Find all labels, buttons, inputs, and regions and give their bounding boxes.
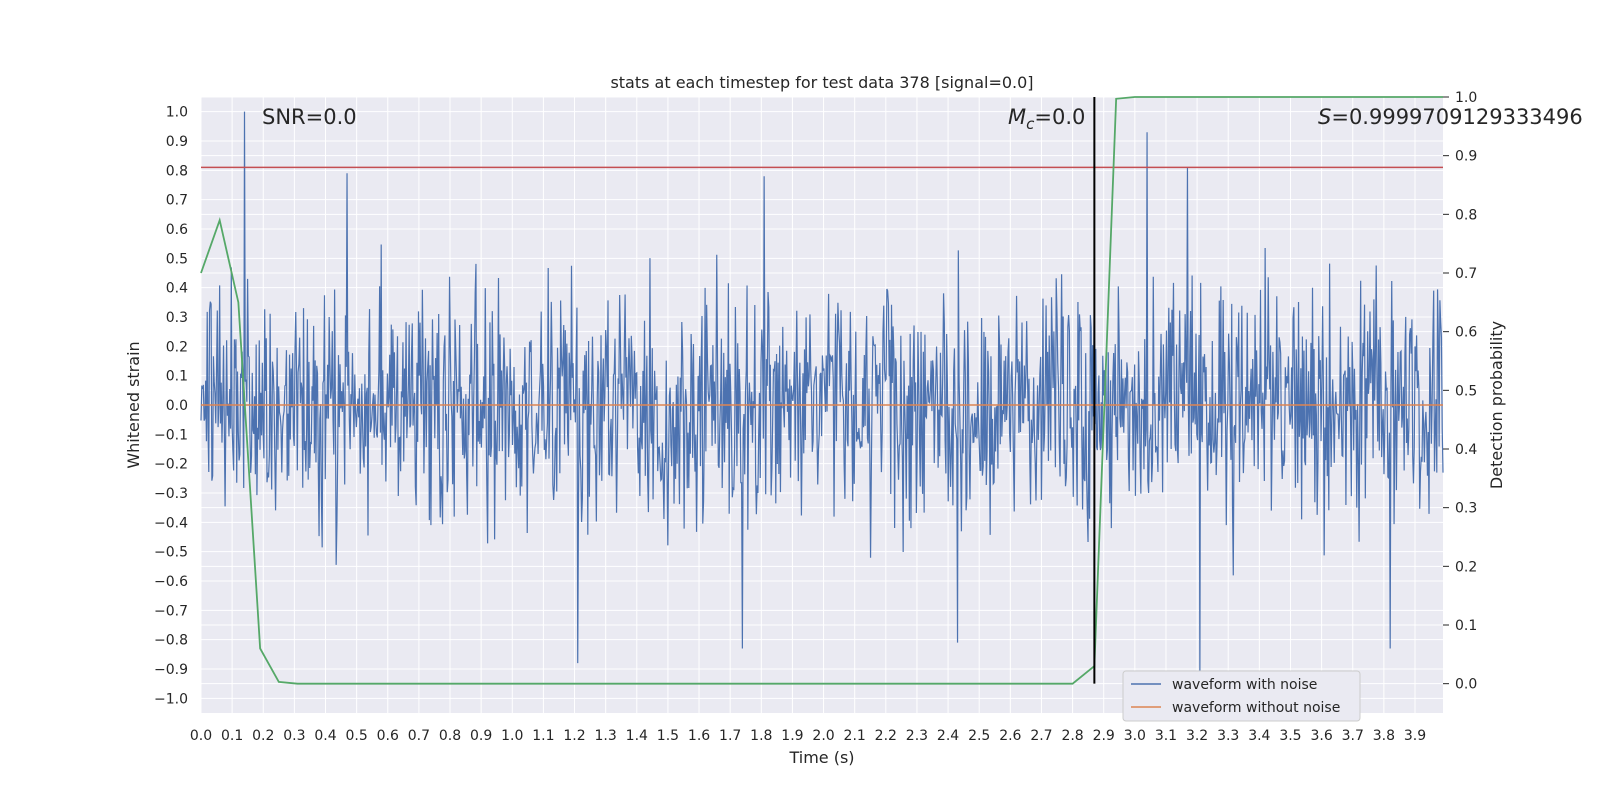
x-tick-label: 3.9 — [1404, 728, 1426, 744]
y-tick-label: −0.1 — [154, 427, 188, 443]
x-tick-label: 2.1 — [844, 728, 866, 744]
s-annotation: S=0.9999709129333496 — [1318, 105, 1583, 129]
x-tick-label: 0.1 — [221, 728, 243, 744]
legend-label-noise: waveform with noise — [1172, 677, 1317, 693]
x-tick-label: 0.0 — [190, 728, 212, 744]
x-tick-label: 2.3 — [906, 728, 928, 744]
mc-value: =0.0 — [1034, 105, 1085, 129]
x-tick-label: 2.2 — [875, 728, 897, 744]
y2-tick-label: 1.0 — [1455, 90, 1477, 106]
x-tick-label: 0.3 — [283, 728, 305, 744]
y2-tick-label: 0.9 — [1455, 149, 1477, 165]
legend: waveform with noise waveform without noi… — [1122, 670, 1361, 722]
y2-tick-label: 0.1 — [1455, 618, 1477, 634]
series-lines — [200, 96, 1444, 685]
x-tick-label: 0.8 — [439, 728, 461, 744]
x-tick-label: 3.3 — [1217, 728, 1239, 744]
chart-title: stats at each timestep for test data 378… — [610, 73, 1033, 92]
y-tick-label: 0.8 — [166, 163, 188, 179]
mc-symbol: M — [1008, 105, 1026, 129]
y-tick-label: −0.9 — [154, 662, 188, 678]
snr-annotation: SNR=0.0 — [262, 105, 357, 129]
mc-annotation: Mc=0.0 — [1008, 105, 1085, 133]
legend-box — [1122, 670, 1361, 722]
x-tick-label: 0.4 — [314, 728, 336, 744]
x-axis-label: Time (s) — [788, 748, 854, 767]
y2-tick-label: 0.8 — [1455, 207, 1477, 223]
y-tick-label: 0.2 — [166, 339, 188, 355]
y-axis-label: Whitened strain — [124, 341, 143, 468]
x-tick-label: 3.8 — [1373, 728, 1395, 744]
y2-tick-label: 0.3 — [1455, 501, 1477, 517]
x-tick-label: 1.0 — [501, 728, 523, 744]
legend-label-clean: waveform without noise — [1172, 700, 1340, 716]
x-tick-label: 0.9 — [470, 728, 492, 744]
s-value: =0.9999709129333496 — [1331, 105, 1582, 129]
y-tick-label: 0.6 — [166, 222, 188, 238]
x-tick-label: 3.0 — [1124, 728, 1146, 744]
y-tick-label: −0.6 — [154, 574, 188, 590]
x-tick-label: 1.8 — [750, 728, 772, 744]
y-tick-label: −0.2 — [154, 457, 188, 473]
x-tick-label: 1.5 — [657, 728, 679, 744]
y-tick-label: 1.0 — [166, 105, 188, 121]
y-tick-label: 0.7 — [166, 193, 188, 209]
y-tick-label: 0.5 — [166, 251, 188, 267]
y2-tick-label: 0.5 — [1455, 383, 1477, 399]
x-tick-label: 2.0 — [812, 728, 834, 744]
x-tick-label: 2.6 — [999, 728, 1021, 744]
x-tick-label: 0.6 — [377, 728, 399, 744]
y2-axis-ticks: 1.0 0.9 0.8 0.7 0.6 0.5 0.4 0.3 0.2 0.1 0.0 — [1443, 90, 1477, 693]
x-tick-label: 1.6 — [688, 728, 710, 744]
y-tick-label: 0.9 — [166, 134, 188, 150]
mc-subscript: c — [1026, 115, 1035, 133]
x-tick-label: 2.8 — [1061, 728, 1083, 744]
y-tick-label: −0.8 — [154, 633, 188, 649]
y2-tick-label: 0.4 — [1455, 442, 1477, 458]
y-tick-label: 0.3 — [166, 310, 188, 326]
x-tick-label: 3.5 — [1279, 728, 1301, 744]
waveform-with-noise-line — [200, 111, 1444, 681]
y-tick-label: −0.4 — [154, 515, 188, 531]
y-tick-label: −0.3 — [154, 486, 188, 502]
x-tick-label: 2.7 — [1030, 728, 1052, 744]
y-tick-label: −0.5 — [154, 545, 188, 561]
x-tick-label: 1.2 — [563, 728, 585, 744]
x-tick-label: 3.6 — [1310, 728, 1332, 744]
x-tick-label: 1.1 — [532, 728, 554, 744]
x-tick-label: 1.3 — [595, 728, 617, 744]
x-tick-label: 3.7 — [1342, 728, 1364, 744]
x-axis-ticks: 0.0 0.1 0.2 0.3 0.4 0.5 0.6 0.7 0.8 0.9 1.0 1.1 1.2 1… — [190, 728, 1426, 744]
x-tick-label: 0.2 — [252, 728, 274, 744]
y-tick-label: 0.1 — [166, 369, 188, 385]
x-tick-label: 0.5 — [346, 728, 368, 744]
x-tick-label: 0.7 — [408, 728, 430, 744]
x-tick-label: 3.4 — [1248, 728, 1270, 744]
y-axis-ticks: 1.0 0.9 0.8 0.7 0.6 0.5 0.4 0.3 0.2 0.1 0.0 −0.1 −0.… — [154, 105, 188, 708]
s-symbol: S — [1318, 105, 1331, 129]
x-tick-label: 2.9 — [1093, 728, 1115, 744]
x-tick-label: 1.4 — [626, 728, 648, 744]
y-tick-label: −0.7 — [154, 603, 188, 619]
y2-axis-label: Detection probability — [1487, 321, 1506, 489]
x-tick-label: 1.7 — [719, 728, 741, 744]
x-tick-label: 3.2 — [1186, 728, 1208, 744]
x-tick-label: 2.4 — [937, 728, 959, 744]
y2-tick-label: 0.0 — [1455, 677, 1477, 693]
y-tick-label: −1.0 — [154, 691, 188, 707]
y2-tick-label: 0.6 — [1455, 325, 1477, 341]
x-tick-label: 1.9 — [781, 728, 803, 744]
x-tick-label: 2.5 — [968, 728, 990, 744]
y2-tick-label: 0.2 — [1455, 559, 1477, 575]
x-tick-label: 3.1 — [1155, 728, 1177, 744]
y-tick-label: 0.0 — [166, 398, 188, 414]
y-tick-label: 0.4 — [166, 281, 188, 297]
y2-tick-label: 0.7 — [1455, 266, 1477, 282]
